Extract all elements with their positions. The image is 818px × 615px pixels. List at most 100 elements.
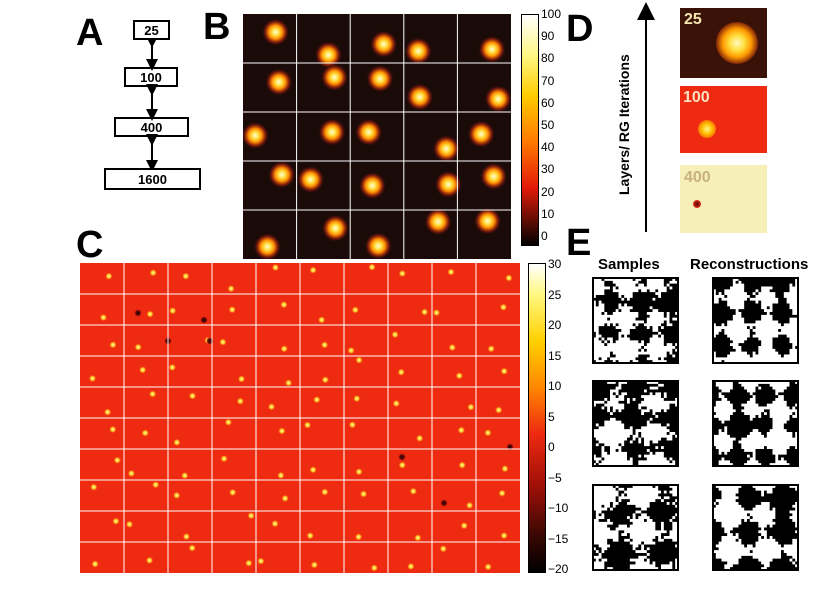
inhibition-dot [398, 453, 406, 461]
inhibition-dot [506, 443, 514, 451]
activation-dot [457, 426, 466, 435]
colorbar-tick-label: 25 [548, 287, 562, 302]
activation-dot [439, 544, 448, 553]
panel-label-c: C [76, 224, 104, 266]
colorbar-tick-label: −10 [548, 501, 569, 515]
panel-label-e: E [566, 222, 592, 264]
panel-c-heatmap [80, 263, 520, 573]
map-25: 25 [680, 8, 767, 78]
activation-dot [91, 560, 100, 568]
activation-dot [280, 344, 289, 353]
activation-blob [318, 118, 347, 147]
activation-blob [261, 18, 290, 47]
activation-blob [693, 200, 701, 208]
up-arrow-icon [637, 2, 655, 232]
activation-blob [314, 40, 343, 69]
activation-dot [392, 399, 401, 408]
inhibition-dot [440, 499, 448, 507]
activation-dot [494, 406, 503, 414]
activation-blob [241, 121, 270, 150]
activation-dot [149, 268, 158, 277]
activation-dot [487, 344, 496, 353]
activation-dot [134, 343, 143, 352]
activation-dot [88, 374, 97, 383]
activation-blob [484, 84, 513, 113]
activation-dot [413, 533, 422, 542]
activation-blob [698, 120, 716, 138]
panel-c-colorbar [528, 263, 546, 573]
activation-blob [467, 120, 496, 149]
sample-spin-grid [592, 484, 679, 571]
activation-dot [111, 517, 120, 526]
activation-dot [432, 308, 441, 317]
activation-dot [237, 375, 246, 383]
colorbar-tick-label: 80 [541, 51, 555, 66]
panel-b-heatmap [241, 14, 513, 261]
activation-dot [320, 488, 329, 496]
colorbar-tick-label: 50 [541, 118, 555, 132]
activation-blob [366, 64, 394, 93]
colorbar-tick-label: 10 [541, 206, 555, 221]
activation-blob [478, 35, 506, 64]
activation-dot [303, 421, 312, 429]
activation-dot [352, 394, 361, 403]
activation-dot [317, 315, 326, 324]
layers-axis-label: Layers/ RG Iterations [616, 54, 632, 195]
activation-dot [148, 390, 157, 398]
activation-dot [172, 438, 181, 447]
activation-dot [104, 272, 113, 281]
activation-dot [151, 480, 160, 489]
activation-dot [220, 454, 229, 463]
activation-dot [181, 272, 190, 281]
colorbar-tick-label: 40 [541, 140, 555, 155]
activation-dot [359, 490, 368, 498]
panel-label-b: B [203, 6, 231, 48]
activation-dot [271, 519, 279, 528]
colorbar-tick-label: −20 [548, 562, 569, 576]
colorbar-tick-label: 15 [548, 348, 562, 363]
activation-dot [465, 501, 474, 510]
activation-dot [125, 520, 134, 529]
activation-blob [716, 22, 758, 64]
activation-blob [364, 231, 393, 260]
colorbar-tick-label: −15 [548, 531, 569, 546]
activation-dot [127, 469, 136, 478]
activation-blob [432, 134, 461, 163]
activation-dot [244, 559, 253, 568]
activation-blob [405, 83, 434, 111]
activation-dot [447, 268, 455, 276]
activation-dot [218, 338, 227, 347]
map-100-label: 100 [683, 89, 710, 106]
activation-blob [320, 63, 349, 92]
activation-dot [500, 367, 509, 376]
layer-box-1600: 1600 [104, 168, 201, 190]
activation-dot [227, 284, 236, 293]
layer-box-25: 25 [133, 20, 170, 40]
activation-dot [348, 420, 357, 429]
activation-dot [236, 397, 245, 406]
activation-dot [484, 562, 493, 571]
activation-dot [138, 365, 147, 374]
activation-dot [320, 340, 329, 349]
inhibition-dot [200, 316, 208, 324]
activation-dot [458, 461, 467, 470]
activation-dot [109, 340, 117, 349]
activation-dot [455, 371, 464, 380]
activation-dot [347, 346, 356, 355]
activation-dot [498, 489, 507, 498]
activation-dot [113, 456, 122, 465]
activation-dot [279, 300, 288, 309]
panel-label-d: D [566, 8, 594, 50]
layer-arrows [146, 38, 158, 170]
samples-header: Samples [598, 256, 660, 273]
activation-dot [228, 488, 237, 497]
activation-dot [309, 266, 318, 275]
map-100: 100 [680, 86, 767, 153]
activation-dot [501, 464, 509, 473]
activation-dot [354, 532, 363, 541]
colorbar-tick-label: 0 [548, 440, 555, 454]
activation-dot [228, 305, 237, 314]
activation-dot [89, 483, 98, 492]
activation-dot [409, 487, 418, 496]
activation-dot [398, 269, 407, 278]
